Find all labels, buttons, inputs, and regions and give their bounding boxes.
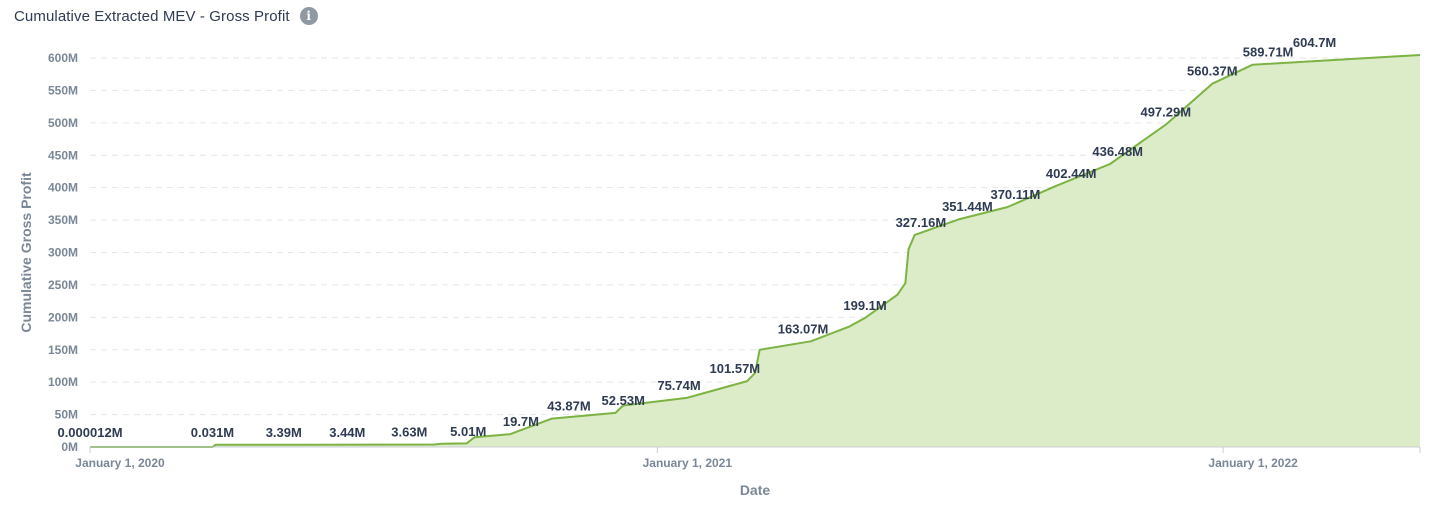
data-labels: 0.000012M 0.031M 3.39M 3.44M 3.63M 5.01M 19.7M… xyxy=(57,35,1336,440)
y-tick-label: 100M xyxy=(48,375,78,389)
x-tick-label: January 1, 2022 xyxy=(1208,456,1298,470)
y-tick-label: 150M xyxy=(48,343,78,357)
y-tick-label: 50M xyxy=(55,408,78,422)
y-tick-label: 400M xyxy=(48,181,78,195)
data-label: 497.29M xyxy=(1140,105,1191,120)
data-label: 101.57M xyxy=(710,361,761,376)
data-label: 199.1M xyxy=(843,298,886,313)
x-axis-title: Date xyxy=(740,482,771,498)
data-label: 370.11M xyxy=(990,187,1040,202)
y-tick-label: 450M xyxy=(48,148,78,162)
data-label: 75.74M xyxy=(657,378,700,393)
y-tick-label: 600M xyxy=(48,51,78,65)
chart-header: Cumulative Extracted MEV - Gross Profit … xyxy=(14,4,318,28)
data-label: 163.07M xyxy=(778,321,829,336)
y-axis-title: Cumulative Gross Profit xyxy=(18,172,34,333)
y-tick-label: 550M xyxy=(48,83,78,97)
data-label: 402.44M xyxy=(1046,166,1097,181)
data-label: 3.63M xyxy=(391,425,427,440)
info-icon[interactable]: i xyxy=(299,7,318,25)
series-line xyxy=(90,54,1421,448)
data-label: 52.53M xyxy=(602,393,645,408)
data-label: 43.87M xyxy=(547,399,590,414)
data-label: 560.37M xyxy=(1187,64,1238,79)
y-axis-ticks: 0M 50M 100M 150M 200M 250M 300M 350M 400M 450M 500… xyxy=(48,51,78,454)
data-label: 3.44M xyxy=(329,425,365,440)
y-tick-label: 0M xyxy=(61,440,78,454)
data-label: 5.01M xyxy=(450,424,486,439)
y-tick-label: 250M xyxy=(48,278,78,292)
y-tick-label: 300M xyxy=(48,246,78,260)
chart-title: Cumulative Extracted MEV - Gross Profit xyxy=(14,7,290,25)
y-tick-label: 350M xyxy=(48,213,78,227)
data-label: 589.71M xyxy=(1243,45,1294,60)
data-label: 0.031M xyxy=(191,425,234,440)
area-fill xyxy=(90,55,1420,447)
x-tick-label: January 1, 2021 xyxy=(643,456,733,470)
data-label: 19.7M xyxy=(503,414,539,429)
data-label: 436.48M xyxy=(1092,144,1143,159)
data-label: 351.44M xyxy=(942,199,993,214)
y-tick-label: 500M xyxy=(48,116,78,130)
data-label: 3.39M xyxy=(266,425,302,440)
x-axis-ticks: January 1, 2020 January 1, 2021 January 1,… xyxy=(75,447,1421,470)
x-tick-label: January 1, 2020 xyxy=(75,456,165,470)
data-label: 327.16M xyxy=(896,215,947,230)
data-label: 0.000012M xyxy=(57,425,122,440)
data-label: 604.7M xyxy=(1293,35,1336,50)
y-tick-label: 200M xyxy=(48,310,78,324)
